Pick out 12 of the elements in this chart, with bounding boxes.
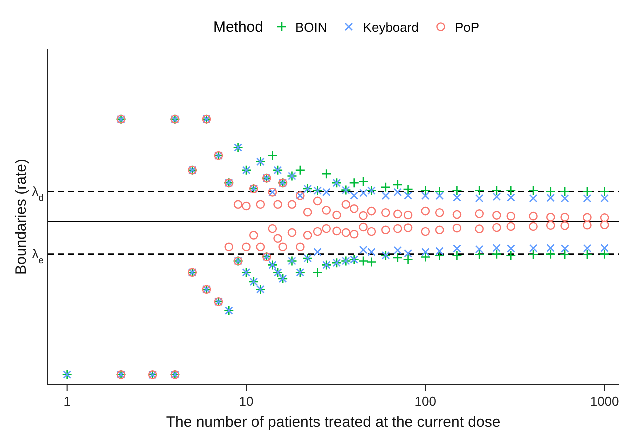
x-tick-label: 1 bbox=[64, 394, 71, 409]
x-axis-title: The number of patients treated at the current dose bbox=[166, 414, 501, 431]
x-tick-label: 1000 bbox=[590, 394, 620, 409]
y-axis-title: Boundaries (rate) bbox=[12, 159, 30, 275]
legend-label: BOIN bbox=[296, 20, 328, 34]
ref-line-label: λ$_{d}$ bbox=[32, 184, 44, 203]
legend-label: Keyboard bbox=[363, 20, 419, 34]
ref-line-label: λ$_{e}$ bbox=[32, 246, 44, 266]
legend-title: Method bbox=[213, 18, 264, 36]
legend-label: PoP bbox=[454, 20, 480, 34]
x-tick-label: 10 bbox=[239, 394, 254, 409]
x-tick-label: 100 bbox=[414, 394, 437, 409]
